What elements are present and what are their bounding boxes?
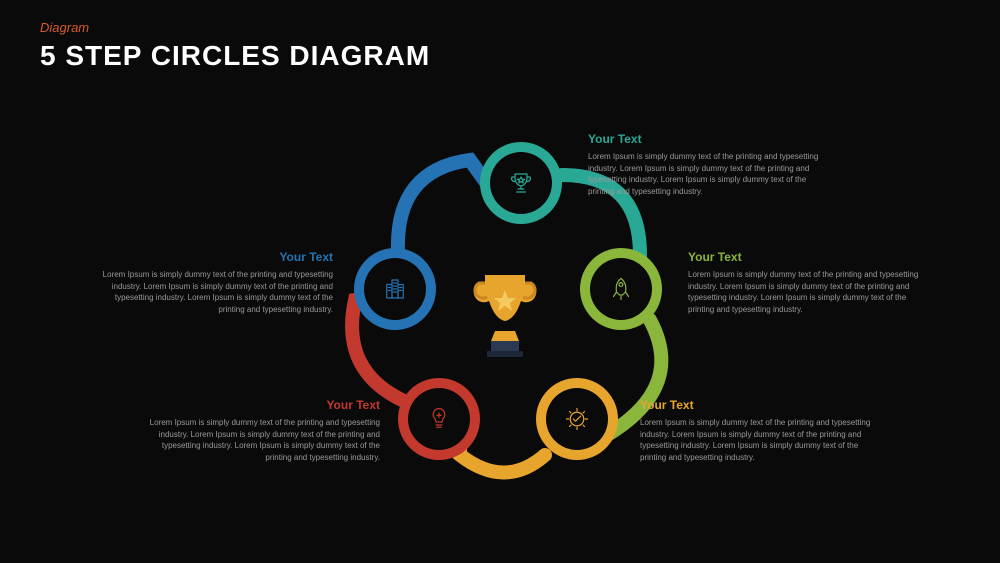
gear-check-outline xyxy=(546,388,608,450)
step-circle-1 xyxy=(480,142,562,224)
step-body-3: Lorem Ipsum is simply dummy text of the … xyxy=(640,417,885,463)
step-title-4: Your Text xyxy=(135,398,380,412)
step-title-2: Your Text xyxy=(688,250,933,264)
lightbulb-outline xyxy=(408,388,470,450)
step-body-4: Lorem Ipsum is simply dummy text of the … xyxy=(135,417,380,463)
step-text-3: Your Text Lorem Ipsum is simply dummy tex… xyxy=(640,398,885,463)
step-body-2: Lorem Ipsum is simply dummy text of the … xyxy=(688,269,933,315)
step-text-1: Your Text Lorem Ipsum is simply dummy tex… xyxy=(588,132,833,197)
step-title-5: Your Text xyxy=(88,250,333,264)
building-outline xyxy=(364,258,426,320)
rocket-outline xyxy=(590,258,652,320)
trophy-outline xyxy=(490,152,552,214)
connector-5 xyxy=(398,160,490,252)
step-circle-3 xyxy=(536,378,618,460)
step-circle-5 xyxy=(354,248,436,330)
step-body-5: Lorem Ipsum is simply dummy text of the … xyxy=(88,269,333,315)
step-text-2: Your Text Lorem Ipsum is simply dummy tex… xyxy=(688,250,933,315)
step-circle-2 xyxy=(580,248,662,330)
step-title-3: Your Text xyxy=(640,398,885,412)
diagram: Your Text Lorem Ipsum is simply dummy tex… xyxy=(0,0,1000,563)
step-text-5: Your Text Lorem Ipsum is simply dummy tex… xyxy=(88,250,333,315)
step-text-4: Your Text Lorem Ipsum is simply dummy tex… xyxy=(135,398,380,463)
step-body-1: Lorem Ipsum is simply dummy text of the … xyxy=(588,151,833,197)
center-trophy-icon xyxy=(455,260,555,360)
step-title-1: Your Text xyxy=(588,132,833,146)
step-circle-4 xyxy=(398,378,480,460)
slide: Diagram 5 STEP CIRCLES DIAGRAM Your Text… xyxy=(0,0,1000,563)
